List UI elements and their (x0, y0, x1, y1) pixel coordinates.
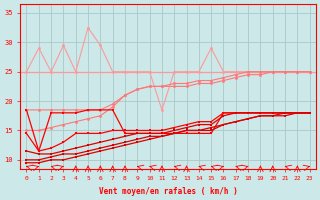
X-axis label: Vent moyen/en rafales ( km/h ): Vent moyen/en rafales ( km/h ) (99, 187, 237, 196)
